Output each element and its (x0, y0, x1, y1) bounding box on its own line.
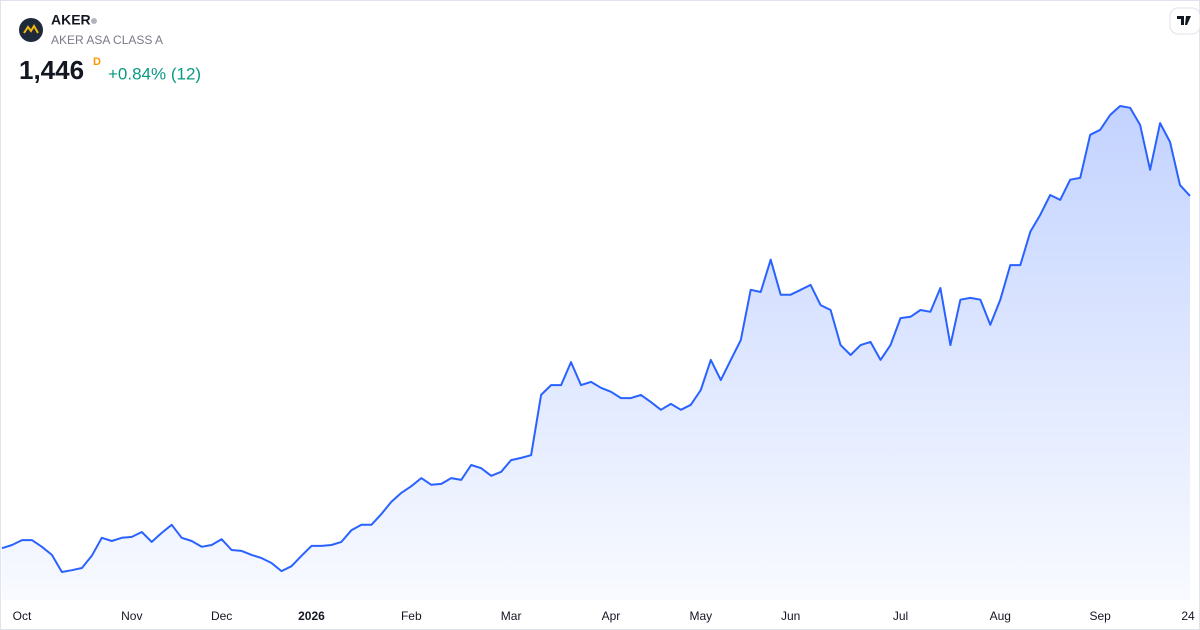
tv-logo (1177, 16, 1191, 25)
price-line (1, 105, 1191, 573)
x-tick-label: 2026 (298, 609, 325, 623)
price: 1,446 (19, 55, 84, 85)
symbol: AKER (51, 12, 91, 28)
x-tick-label: Jul (893, 609, 908, 623)
x-tick-label: Jun (781, 609, 800, 623)
x-tick-label: Oct (13, 609, 32, 623)
x-tick-label: Apr (602, 609, 621, 623)
tv-logo-button[interactable] (1169, 7, 1200, 35)
area-fill (2, 106, 1190, 600)
logo-mark (23, 24, 39, 34)
x-tick-label: Sep (1089, 609, 1111, 623)
x-tick-label: Feb (401, 609, 422, 623)
x-tick-label: May (689, 609, 712, 623)
status-dot (91, 18, 97, 24)
x-tick-label: 24 (1181, 609, 1195, 623)
x-tick-label: Nov (121, 609, 142, 623)
x-tick-label: Mar (501, 609, 522, 623)
change: +0.84% (12) (108, 64, 201, 83)
x-tick-label: Dec (211, 609, 232, 623)
company-name: AKER ASA CLASS A (51, 33, 163, 47)
interval: D (93, 56, 101, 68)
x-tick-label: Aug (990, 609, 1011, 623)
